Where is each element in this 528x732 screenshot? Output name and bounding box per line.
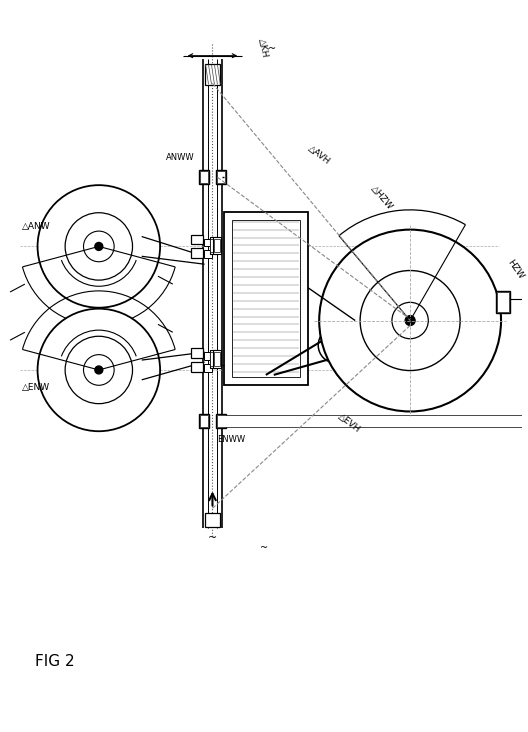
- Text: △KH: △KH: [257, 37, 269, 58]
- Bar: [204, 239, 212, 247]
- Text: ~: ~: [268, 44, 276, 53]
- Circle shape: [405, 315, 415, 326]
- Circle shape: [65, 336, 133, 403]
- Bar: [211, 352, 216, 366]
- Text: ~: ~: [208, 533, 217, 543]
- Bar: [216, 171, 227, 184]
- Circle shape: [37, 185, 160, 307]
- Text: △HZW: △HZW: [370, 184, 395, 212]
- Bar: [213, 236, 221, 254]
- Bar: [214, 239, 220, 253]
- Circle shape: [318, 327, 354, 363]
- Bar: [211, 239, 216, 253]
- Bar: [199, 171, 209, 184]
- Text: △EVH: △EVH: [336, 411, 362, 434]
- Bar: [216, 414, 227, 428]
- Bar: [218, 171, 225, 183]
- Bar: [199, 414, 209, 428]
- Circle shape: [95, 366, 103, 374]
- Bar: [210, 350, 218, 368]
- Bar: [496, 291, 510, 313]
- Text: △ANW: △ANW: [22, 222, 50, 231]
- Bar: [200, 416, 208, 427]
- Circle shape: [95, 242, 103, 250]
- Bar: [204, 250, 212, 258]
- Circle shape: [83, 354, 114, 385]
- Circle shape: [37, 309, 160, 431]
- Bar: [204, 352, 212, 360]
- Bar: [191, 234, 203, 244]
- Bar: [210, 236, 218, 254]
- Text: △ENW: △ENW: [22, 384, 50, 392]
- Bar: [497, 292, 509, 312]
- Circle shape: [328, 337, 344, 353]
- Circle shape: [65, 213, 133, 280]
- Circle shape: [392, 302, 428, 339]
- Bar: [224, 212, 308, 385]
- Bar: [232, 220, 300, 377]
- Bar: [191, 248, 203, 258]
- Circle shape: [319, 230, 501, 411]
- Bar: [191, 362, 203, 372]
- Circle shape: [360, 271, 460, 370]
- Bar: [218, 416, 528, 427]
- Bar: [204, 364, 212, 372]
- Bar: [204, 513, 220, 527]
- Text: HZW: HZW: [506, 258, 526, 280]
- Text: ~: ~: [260, 543, 268, 553]
- Text: ENWW: ENWW: [218, 435, 246, 444]
- Bar: [214, 352, 220, 366]
- Bar: [200, 171, 208, 183]
- Text: ANWW: ANWW: [166, 153, 195, 162]
- Circle shape: [83, 231, 114, 262]
- Text: FIG 2: FIG 2: [35, 654, 74, 669]
- Bar: [191, 348, 203, 358]
- Bar: [213, 350, 221, 368]
- Text: △AVH: △AVH: [306, 143, 332, 166]
- Bar: [204, 64, 220, 86]
